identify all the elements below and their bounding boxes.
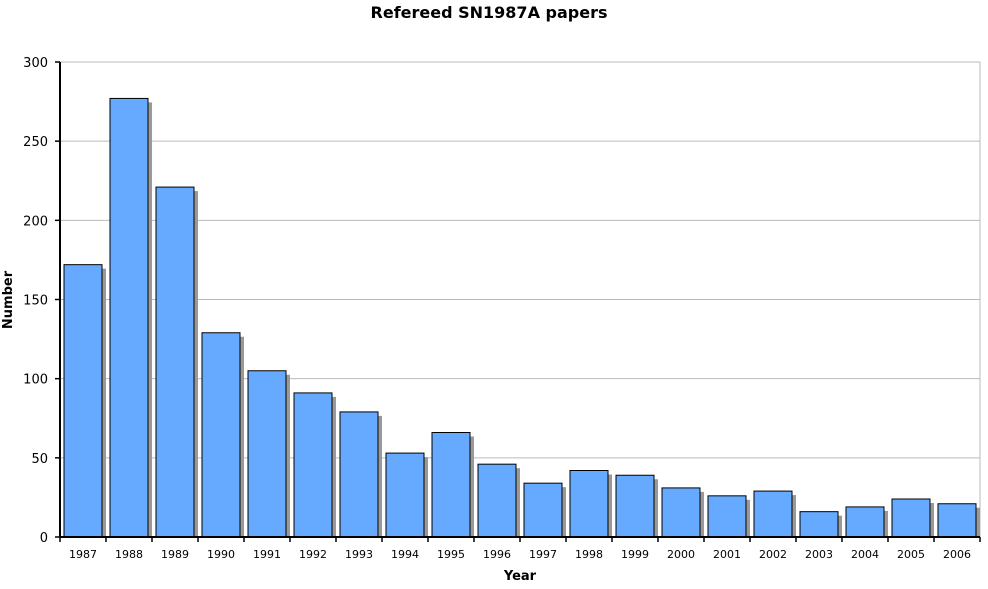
chart-title: Refereed SN1987A papers <box>371 3 608 22</box>
x-tick-label: 1998 <box>575 548 603 561</box>
y-tick-labels: 0 50 100 150 200 250 300 <box>23 56 48 546</box>
y-tick-label: 300 <box>23 56 48 71</box>
y-axis-label: Number <box>1 270 16 329</box>
bar-1991 <box>247 370 287 538</box>
bar-2002 <box>753 490 793 538</box>
y-tick-label: 0 <box>40 531 48 546</box>
x-tick-label: 1996 <box>483 548 511 561</box>
bar-2001 <box>707 495 747 538</box>
bar-1990 <box>201 332 241 538</box>
bar-1988 <box>109 97 149 538</box>
bar-1997 <box>523 482 563 538</box>
bar-2003 <box>799 511 839 538</box>
axes <box>55 61 981 542</box>
x-tick-label: 1993 <box>345 548 373 561</box>
bar-1994 <box>385 452 425 538</box>
x-tick-label: 1987 <box>69 548 97 561</box>
x-tick-label: 1999 <box>621 548 649 561</box>
y-tick-label: 150 <box>23 294 48 309</box>
y-tick-label: 200 <box>23 214 48 229</box>
bars <box>63 97 977 538</box>
x-tick-label: 1997 <box>529 548 557 561</box>
x-tick-label: 1990 <box>207 548 235 561</box>
y-tick-label: 250 <box>23 135 48 150</box>
x-tick-label: 1994 <box>391 548 419 561</box>
bar-1989 <box>155 186 195 538</box>
x-tick-labels: 1987 1988 1989 1990 1991 1992 1993 1994 1995 1996… <box>69 548 971 561</box>
bar-2006 <box>937 503 977 538</box>
x-tick-label: 1995 <box>437 548 465 561</box>
bar-1992 <box>293 392 333 538</box>
x-tick-label: 2003 <box>805 548 833 561</box>
bar-2004 <box>845 506 885 538</box>
x-tick-label: 1991 <box>253 548 281 561</box>
x-tick-label: 2000 <box>667 548 695 561</box>
x-tick-label: 2005 <box>897 548 925 561</box>
x-tick-label: 1989 <box>161 548 189 561</box>
bar-1995 <box>431 432 471 538</box>
bar-2000 <box>661 487 701 538</box>
x-axis-label: Year <box>503 569 537 584</box>
bar-1987 <box>63 264 103 538</box>
y-tick-label: 50 <box>31 452 48 467</box>
x-tick-label: 1988 <box>115 548 143 561</box>
bar-1998 <box>569 470 609 538</box>
bar-1993 <box>339 411 379 538</box>
x-tick-label: 2001 <box>713 548 741 561</box>
y-tick-label: 100 <box>23 373 48 388</box>
x-tick-label: 1992 <box>299 548 327 561</box>
x-tick-label: 2004 <box>851 548 879 561</box>
bar-1999 <box>615 474 655 538</box>
x-tick-label: 2006 <box>943 548 971 561</box>
bar-1996 <box>477 463 517 538</box>
bar-2005 <box>891 498 931 538</box>
x-tick-label: 2002 <box>759 548 787 561</box>
